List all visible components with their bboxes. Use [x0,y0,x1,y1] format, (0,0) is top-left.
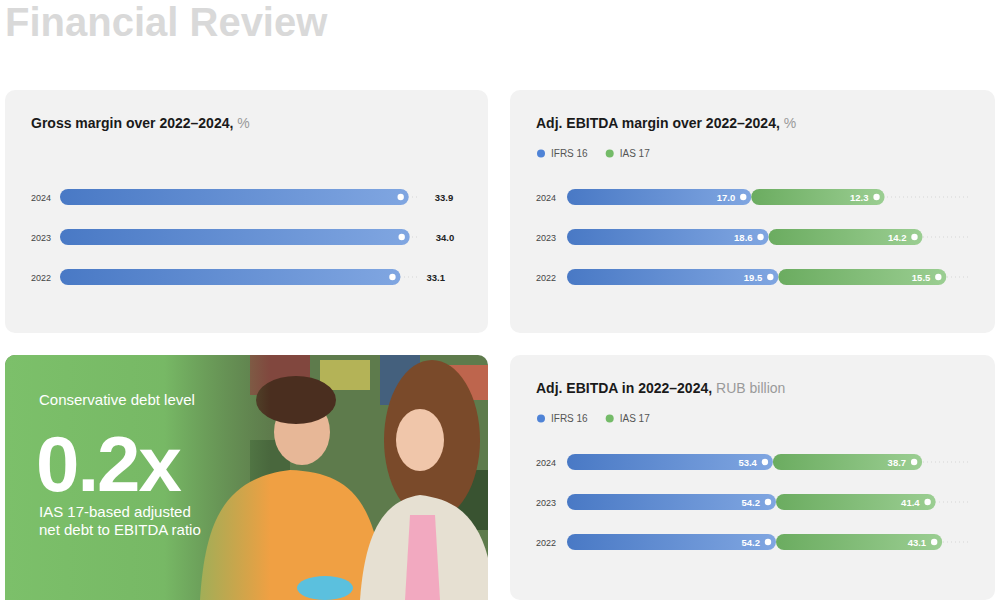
legend-swatch [606,150,614,158]
data-label: 34.0 [436,232,455,243]
title-unit: RUB billion [716,380,785,396]
highlight-caption: net debt to EBITDA ratio [39,521,201,538]
bar [60,189,409,205]
highlight-heading: Conservative debt level [39,391,195,408]
chart-title: Gross margin over 2022–2024,% [31,115,250,131]
bar-end-dot [757,234,763,240]
legend-label: IAS 17 [620,413,650,424]
highlight-caption: IAS 17-based adjusted [39,503,191,520]
data-labels: 33.9 34.0 33.1 [426,192,454,283]
title-text: Gross margin over 2022–2024, [31,115,233,131]
legend-label: IAS 17 [620,148,650,159]
legend-label: IFRS 16 [551,413,588,424]
bars [60,189,410,285]
panel-background [510,90,995,333]
data-label: 43.1 [908,537,927,548]
chart-panel: Gross margin over 2022–2024,% 2024 2023 202… [5,90,488,333]
title-unit: % [237,115,249,131]
bar-end-dot [911,234,917,240]
bar-end-dot [765,499,771,505]
data-label: 54.2 [741,537,760,548]
bar [567,269,778,285]
photo-overlay [5,355,488,600]
page-title: Financial Review [5,0,328,44]
bar-end-dot [935,274,941,280]
bar-end-dot [873,194,879,200]
bar-end-dot [399,234,405,240]
category-label: 2024 [536,193,556,203]
data-label: 33.1 [426,272,445,283]
bars [567,454,942,550]
data-label: 41.4 [901,497,920,508]
bar [60,229,410,245]
data-labels: 53.4 38.7 54.2 41.4 54.2 43.1 [738,457,926,548]
data-label: 33.9 [435,192,454,203]
data-label: 38.7 [888,457,907,468]
bar-end-dot [397,194,403,200]
data-label: 19.5 [744,272,763,283]
bar-end-dot [911,459,917,465]
legend-swatch [537,415,545,423]
bar-end-dot [765,539,771,545]
bar [776,534,942,550]
legend: IFRS 16 IAS 17 [537,413,650,424]
category-label: 2022 [31,273,51,283]
chart-title: Adj. EBITDA margin over 2022–2024,% [536,115,796,131]
legend: IFRS 16 IAS 17 [537,148,650,159]
bars [567,189,946,285]
data-label: 17.0 [717,192,736,203]
legend-swatch [606,415,614,423]
bar [751,189,884,205]
bar [769,229,923,245]
title-unit: % [784,115,796,131]
highlight-value: 0.2x [36,420,181,508]
title-text: Adj. EBITDA in 2022–2024, [536,380,712,396]
category-label: 2022 [536,538,556,548]
bar-end-dot [931,539,937,545]
bar [778,269,946,285]
panel-background [510,355,995,600]
bar [567,189,751,205]
data-label: 53.4 [738,457,757,468]
data-label: 15.5 [912,272,931,283]
photo-background [5,355,488,600]
panel-background [5,90,488,333]
category-label: 2024 [536,458,556,468]
data-label: 18.6 [734,232,753,243]
bar-end-dot [389,274,395,280]
bar [567,229,769,245]
highlight-panel [5,355,488,600]
bar [776,494,936,510]
category-label: 2022 [536,273,556,283]
category-label: 2023 [536,498,556,508]
bar [567,494,776,510]
bar-end-dot [767,274,773,280]
category-label: 2024 [31,193,51,203]
bar-end-dot [924,499,930,505]
chart-panel: Adj. EBITDA margin over 2022–2024,% IFRS … [510,90,995,333]
data-label: 54.2 [741,497,760,508]
stage: Financial Review Gross margin over 2022–2… [0,0,1000,600]
title-text: Adj. EBITDA margin over 2022–2024, [536,115,780,131]
page: {"page": {"title": "Financial Review"}, … [0,0,1000,600]
chart-panel: Adj. EBITDA in 2022–2024,RUB billion IFRS… [510,355,995,600]
legend-label: IFRS 16 [551,148,588,159]
category-label: 2023 [31,233,51,243]
legend-swatch [537,150,545,158]
bar [773,454,922,470]
bar-end-dot [740,194,746,200]
chart-title: Adj. EBITDA in 2022–2024,RUB billion [536,380,785,396]
data-label: 14.2 [888,232,907,243]
category-label: 2023 [536,233,556,243]
bar [567,534,776,550]
data-labels: 17.0 12.3 18.6 14.2 19.5 15.5 [717,192,931,283]
bar [567,454,773,470]
bar-end-dot [762,459,768,465]
bar [60,269,400,285]
data-label: 12.3 [850,192,869,203]
